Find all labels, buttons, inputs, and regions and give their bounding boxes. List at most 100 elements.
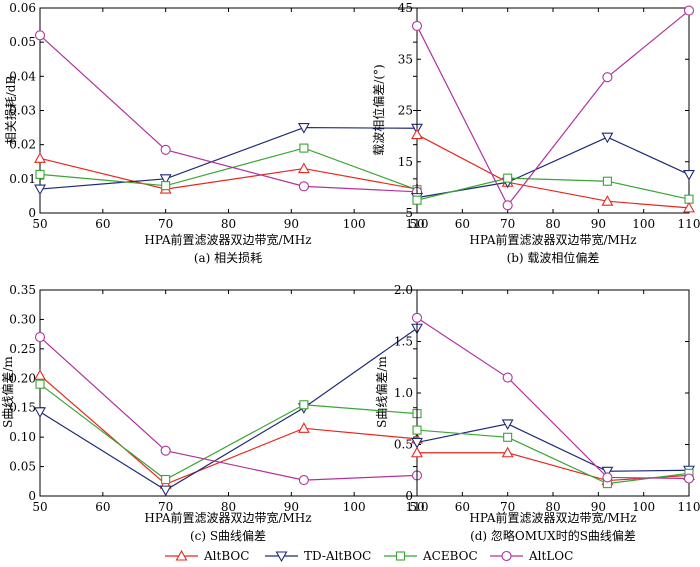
x-tick-label: 50 (32, 500, 47, 514)
plot-frame (39, 289, 418, 497)
data-point-altboc (601, 195, 614, 206)
legend-marker-altboc (175, 549, 188, 561)
x-tick-label: 100 (343, 217, 366, 231)
data-point-aceboc (412, 425, 422, 435)
y-tick-label: 0.05 (9, 35, 36, 49)
chart-0: 50 60 70 80 90 100 110 0 0.01 0.02 0.03 0.04 0.05 0.0… (9, 1, 428, 231)
x-axis-label: HPA前置滤波器双边带宽/MHz (469, 510, 636, 525)
data-point-td-altboc (34, 407, 46, 418)
data-point-altboc (34, 369, 46, 380)
series-line-aceboc (39, 383, 418, 481)
x-tick-label: 50 (409, 217, 424, 231)
series-line-aceboc (416, 177, 690, 201)
data-point-altloc (298, 181, 309, 192)
series-line-altboc (39, 157, 418, 190)
x-tick-label: 70 (500, 217, 515, 231)
data-point-aceboc (684, 194, 694, 204)
legend-marker-altloc (501, 550, 512, 562)
series-line-td-altboc (416, 423, 690, 472)
data-point-altloc (683, 473, 695, 484)
legend-label-altboc: AltBOC (203, 549, 249, 563)
y-tick-label: 45 (398, 1, 413, 15)
legend: AltBOC TD-AltBOC ACEBOC AltLOC (165, 549, 573, 563)
y-tick-label: 0 (28, 489, 36, 503)
series-line-altloc (416, 317, 690, 480)
data-point-td-altboc (601, 466, 614, 478)
x-tick-label: 110 (406, 500, 429, 514)
y-tick-label: 0 (405, 489, 413, 503)
data-point-aceboc (503, 173, 513, 183)
y-tick-label: 25 (398, 104, 413, 118)
y-tick-label: 0.15 (9, 401, 36, 415)
panel-caption: (b) 载波相位偏差 (507, 250, 600, 265)
data-point-altboc (297, 162, 310, 174)
y-tick-label: 0.5 (394, 438, 413, 452)
y-tick-label: 15 (398, 155, 413, 169)
y-axis-label: 载波相位偏差/(°) (371, 64, 386, 155)
series-line-altloc (416, 10, 690, 207)
x-tick-label: 80 (221, 500, 236, 514)
y-tick-label: 0.01 (9, 172, 36, 186)
panel-caption: (d) 忽略OMUX时的S曲线偏差 (470, 528, 636, 543)
x-axis-label: HPA前置滤波器双边带宽/MHz (144, 232, 311, 247)
data-point-td-altboc (34, 184, 46, 196)
data-point-altloc (602, 72, 613, 83)
data-point-aceboc (602, 176, 612, 186)
data-point-altloc (160, 144, 171, 155)
data-point-altboc (297, 422, 310, 433)
data-point-altloc (34, 30, 46, 41)
data-point-altloc (411, 20, 423, 31)
x-tick-label: 50 (409, 500, 424, 514)
panel-caption: (c) S曲线偏差 (190, 528, 266, 543)
y-tick-label: 0.04 (9, 69, 36, 83)
x-tick-label: 90 (284, 500, 299, 514)
data-point-aceboc (412, 195, 422, 205)
x-tick-label: 110 (678, 500, 700, 514)
y-axis-label: 相关损耗/dB (4, 76, 18, 145)
y-axis-label: S曲线偏差/m (374, 356, 389, 428)
legend-label-altloc: AltLOC (528, 549, 573, 563)
data-point-aceboc (161, 181, 171, 191)
y-tick-label: 0.35 (9, 283, 36, 297)
y-tick-label: 2.0 (394, 283, 413, 297)
data-point-altloc (502, 200, 513, 211)
panel-c: (c) S曲线偏差 HPA前置滤波器双边带宽/MHz S曲线偏差/m (0, 356, 312, 543)
data-point-aceboc (503, 432, 513, 442)
series-line-aceboc (416, 429, 690, 485)
chart-2: 50 60 70 80 90 100 11000.050.100.150.200.250.3… (9, 283, 428, 514)
data-point-altloc (411, 312, 423, 323)
data-point-td-altboc (501, 419, 514, 431)
data-point-aceboc (35, 379, 45, 389)
data-point-td-altboc (683, 170, 695, 181)
x-axis-label: HPA前置滤波器双边带宽/MHz (144, 510, 311, 525)
data-point-altloc (602, 472, 613, 483)
x-tick-label: 60 (95, 217, 110, 231)
y-tick-label: 0.10 (9, 430, 36, 444)
y-tick-label: 0.02 (9, 138, 36, 152)
data-point-aceboc (299, 400, 309, 410)
plot-frame (39, 7, 418, 214)
x-tick-label: 80 (221, 217, 236, 231)
data-point-altboc (34, 152, 46, 163)
x-tick-label: 90 (591, 217, 606, 231)
data-point-aceboc (299, 143, 309, 153)
panel-b: (b) 载波相位偏差 HPA前置滤波器双边带宽/MHz 载波相位偏差/(°) (371, 64, 637, 265)
series-line-altboc (416, 134, 690, 209)
x-tick-label: 100 (632, 500, 655, 514)
y-tick-label: 5 (405, 206, 413, 220)
y-tick-label: 0.20 (9, 371, 36, 385)
x-tick-label: 70 (500, 500, 515, 514)
data-point-td-altboc (159, 174, 172, 185)
data-point-altloc (34, 332, 46, 343)
y-tick-label: 0.03 (9, 104, 36, 118)
x-axis-label: HPA前置滤波器双边带宽/MHz (469, 232, 636, 247)
data-point-altloc (683, 5, 695, 16)
data-point-td-altboc (411, 437, 423, 449)
data-point-altboc (501, 446, 514, 458)
panel-d: (d) 忽略OMUX时的S曲线偏差 HPA前置滤波器双边带宽/MHz S曲线偏差… (374, 356, 637, 543)
data-point-td-altboc (297, 123, 310, 134)
y-tick-label: 0.30 (9, 312, 36, 326)
y-tick-label: 0.05 (9, 460, 36, 474)
